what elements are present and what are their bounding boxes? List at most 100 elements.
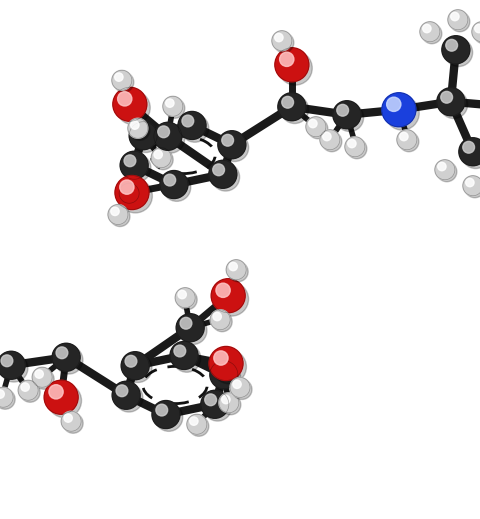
Circle shape (212, 163, 240, 191)
Circle shape (110, 207, 130, 227)
Circle shape (210, 310, 230, 330)
Circle shape (232, 379, 252, 400)
Circle shape (0, 389, 15, 409)
Circle shape (115, 73, 123, 81)
Circle shape (437, 162, 457, 182)
Circle shape (400, 132, 408, 141)
Circle shape (49, 385, 63, 399)
Circle shape (63, 413, 83, 433)
Circle shape (219, 393, 239, 413)
Circle shape (121, 185, 141, 205)
Circle shape (151, 148, 171, 168)
Circle shape (116, 91, 150, 125)
Circle shape (213, 363, 240, 391)
Circle shape (465, 177, 480, 198)
Circle shape (56, 347, 68, 359)
Circle shape (178, 290, 186, 299)
Circle shape (320, 130, 340, 150)
Circle shape (21, 383, 29, 391)
Circle shape (163, 97, 183, 116)
Circle shape (272, 31, 292, 51)
Circle shape (176, 313, 204, 342)
Circle shape (189, 416, 209, 436)
Circle shape (211, 279, 245, 313)
Circle shape (20, 383, 40, 402)
Circle shape (222, 395, 230, 404)
Circle shape (215, 282, 249, 316)
Circle shape (472, 22, 480, 42)
Circle shape (177, 290, 197, 310)
Circle shape (122, 186, 131, 194)
Circle shape (204, 393, 232, 421)
Circle shape (156, 404, 168, 416)
Circle shape (450, 12, 470, 32)
Circle shape (233, 380, 241, 388)
Circle shape (124, 155, 136, 167)
Circle shape (216, 283, 230, 297)
Circle shape (120, 151, 148, 179)
Circle shape (118, 92, 132, 106)
Circle shape (166, 99, 174, 107)
Circle shape (308, 119, 328, 139)
Circle shape (437, 88, 465, 116)
Circle shape (116, 385, 128, 397)
Circle shape (214, 351, 228, 365)
Circle shape (152, 401, 180, 429)
Circle shape (337, 104, 348, 116)
Circle shape (182, 115, 194, 127)
Circle shape (0, 390, 4, 398)
Circle shape (420, 22, 440, 42)
Circle shape (214, 364, 226, 376)
Circle shape (466, 179, 474, 187)
Circle shape (170, 342, 198, 370)
Circle shape (133, 126, 145, 137)
Circle shape (1, 355, 13, 366)
Circle shape (115, 384, 143, 412)
Circle shape (278, 51, 312, 85)
Circle shape (123, 154, 151, 182)
Circle shape (52, 343, 80, 371)
Circle shape (108, 204, 128, 225)
Circle shape (275, 48, 309, 81)
Circle shape (18, 380, 38, 400)
Circle shape (226, 260, 246, 280)
Circle shape (205, 394, 216, 406)
Circle shape (153, 149, 173, 170)
Circle shape (114, 72, 134, 92)
Circle shape (282, 97, 294, 108)
Circle shape (399, 132, 419, 152)
Circle shape (112, 70, 132, 90)
Circle shape (213, 312, 221, 321)
Circle shape (165, 98, 185, 118)
Circle shape (212, 312, 232, 332)
Circle shape (0, 387, 13, 407)
Circle shape (306, 117, 326, 136)
Circle shape (119, 179, 152, 213)
Circle shape (281, 95, 309, 124)
Circle shape (475, 24, 480, 33)
Circle shape (423, 24, 431, 33)
Circle shape (348, 139, 356, 148)
Circle shape (187, 414, 207, 434)
Circle shape (462, 141, 480, 169)
Circle shape (209, 160, 237, 188)
Circle shape (209, 347, 243, 380)
Circle shape (158, 126, 169, 138)
Circle shape (218, 131, 246, 159)
Circle shape (55, 346, 83, 374)
Circle shape (173, 344, 201, 372)
Circle shape (444, 38, 473, 66)
Circle shape (441, 91, 453, 103)
Circle shape (61, 411, 81, 431)
Circle shape (35, 370, 43, 378)
Circle shape (115, 175, 149, 210)
Circle shape (336, 103, 364, 131)
Circle shape (111, 207, 119, 215)
Circle shape (155, 403, 183, 431)
Circle shape (125, 356, 137, 367)
Circle shape (448, 10, 468, 30)
Circle shape (34, 369, 54, 389)
Circle shape (121, 352, 149, 380)
Circle shape (459, 138, 480, 166)
Circle shape (119, 183, 139, 203)
